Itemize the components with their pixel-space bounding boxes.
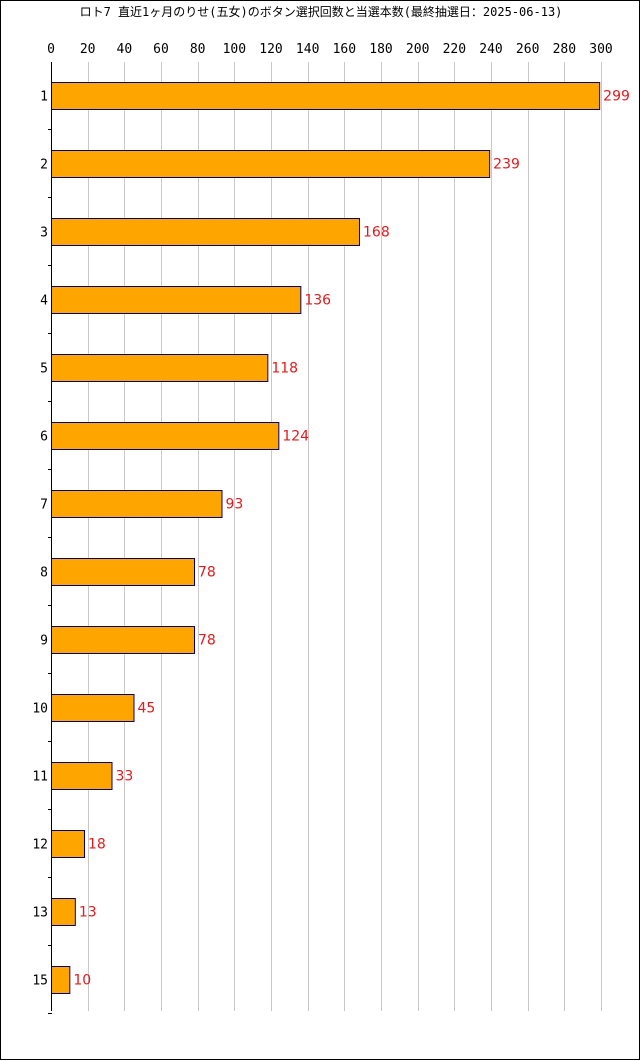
bar [51, 490, 223, 518]
x-tick-label: 40 [117, 42, 133, 57]
bar [51, 762, 113, 790]
grid-lines [88, 62, 602, 1011]
bar [51, 830, 85, 858]
bar [51, 218, 360, 246]
category-label: 13 [32, 906, 48, 921]
chart-title: ロト7 直近1ヶ月のりせ(五女)のボタン選択回数と当選本数(最終抽選日：2025… [80, 4, 563, 19]
bar-value-label: 10 [73, 973, 91, 989]
x-tick-label: 160 [333, 42, 356, 57]
bar-value-label: 33 [116, 769, 134, 785]
bar [51, 694, 135, 722]
x-tick-label: 240 [479, 42, 502, 57]
category-label: 8 [40, 566, 48, 581]
bar-value-label: 239 [493, 157, 520, 173]
bar-value-label: 136 [304, 293, 331, 309]
bar-value-label: 45 [138, 701, 156, 717]
category-label: 7 [40, 498, 48, 513]
x-tick-label: 100 [223, 42, 246, 57]
bar [51, 966, 71, 994]
x-tick-label: 220 [443, 42, 466, 57]
bar-value-label: 118 [271, 361, 298, 377]
bar-value-label: 93 [226, 497, 244, 513]
x-tick-label: 260 [516, 42, 539, 57]
x-tick-label: 80 [190, 42, 206, 57]
category-label: 11 [32, 770, 48, 785]
bar-value-label: 168 [363, 225, 390, 241]
bar [51, 82, 601, 110]
x-tick-label: 180 [369, 42, 392, 57]
x-tick-label: 0 [47, 42, 55, 57]
bar-value-label: 124 [282, 429, 309, 445]
category-label: 2 [40, 158, 48, 173]
bar-value-label: 78 [198, 633, 216, 649]
bar [51, 626, 195, 654]
category-label: 15 [32, 974, 48, 989]
bar-value-label: 78 [198, 565, 216, 581]
bar-value-label: 18 [88, 837, 106, 853]
x-tick-label: 200 [406, 42, 429, 57]
x-tick-label: 60 [153, 42, 169, 57]
category-label: 3 [40, 226, 48, 241]
category-label: 10 [32, 702, 48, 717]
x-tick-label: 20 [80, 42, 96, 57]
x-tick-label: 280 [553, 42, 576, 57]
bar [51, 898, 76, 926]
bar [51, 150, 491, 178]
bar [51, 286, 302, 314]
category-label: 4 [40, 294, 48, 309]
category-label: 9 [40, 634, 48, 649]
x-tick-label: 140 [296, 42, 319, 57]
category-label: 12 [32, 838, 48, 853]
category-label: 6 [40, 430, 48, 445]
bar [51, 354, 269, 382]
x-tick-label: 300 [589, 42, 612, 57]
bar [51, 558, 195, 586]
x-tick-label: 120 [259, 42, 282, 57]
bars: 299 239 168 136 118 124 93 78 78 45 33 18 13 10 [51, 82, 630, 994]
bar-value-label: 13 [79, 905, 97, 921]
category-label: 1 [40, 90, 48, 105]
bar-value-label: 299 [603, 89, 630, 105]
bar [51, 422, 280, 450]
x-axis-ticks: 0 20 40 60 80 100 120 140 160 180 200 220 240 260 280 3… [47, 42, 613, 57]
category-label: 5 [40, 362, 48, 377]
